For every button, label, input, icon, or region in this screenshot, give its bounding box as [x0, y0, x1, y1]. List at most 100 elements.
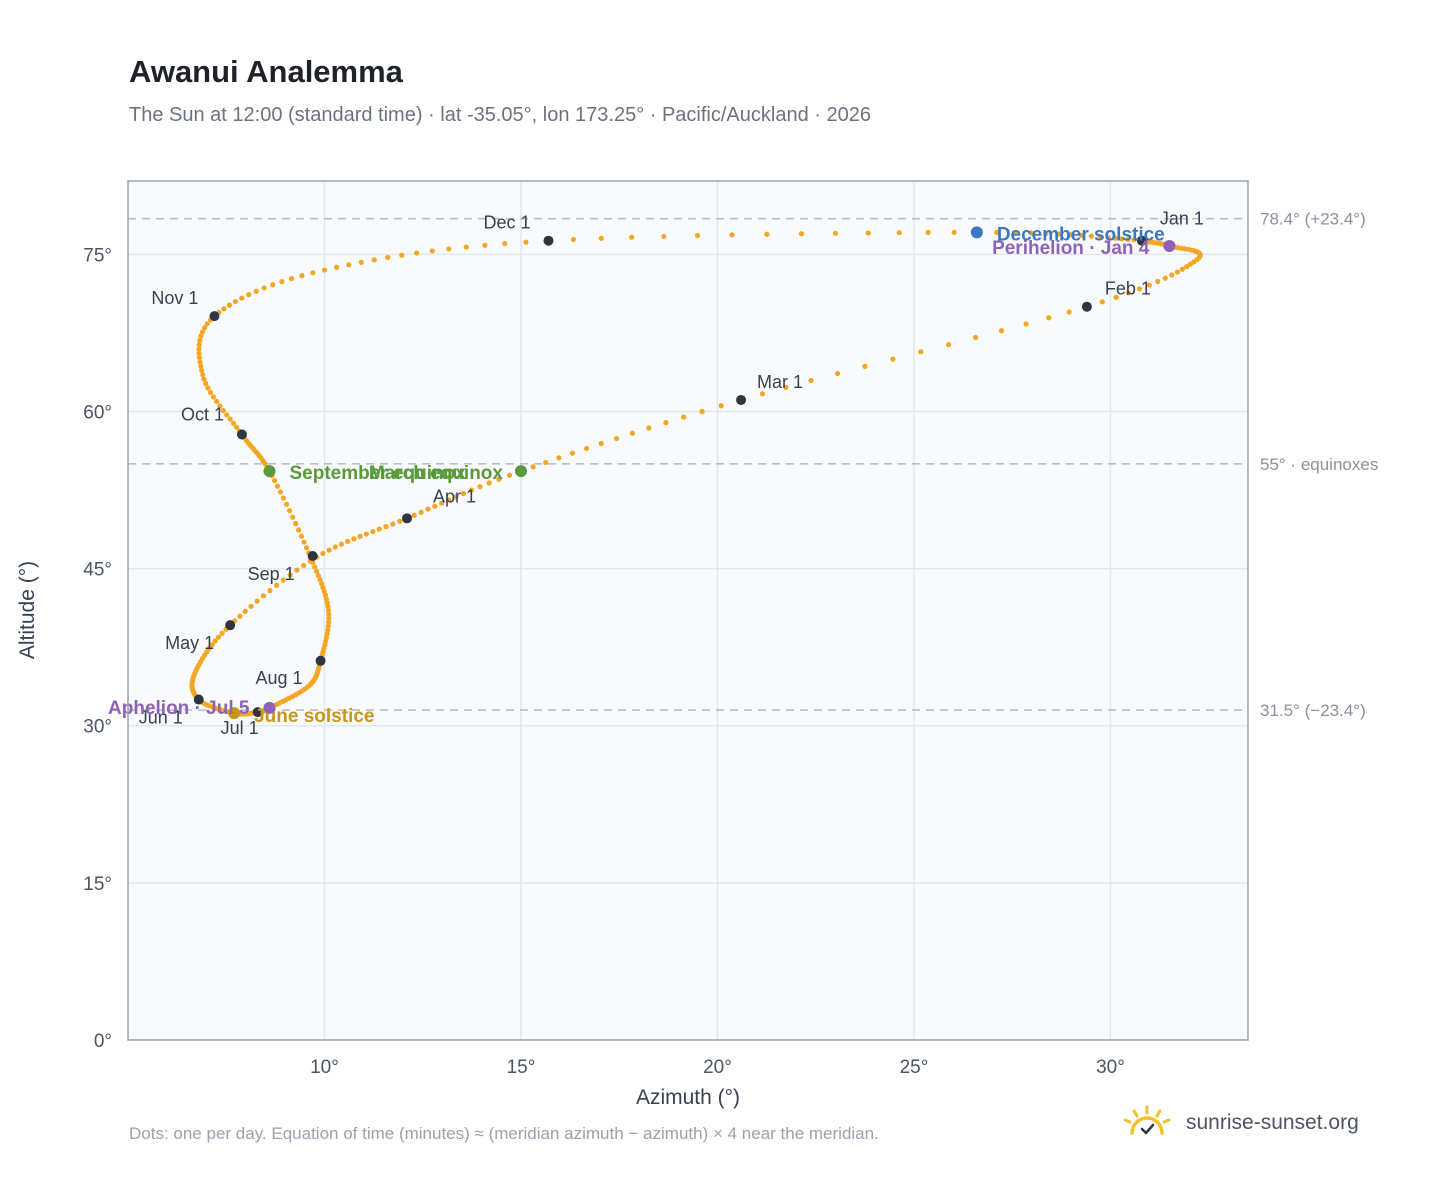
daily-sun-dot — [370, 528, 376, 535]
daily-sun-dot — [207, 389, 214, 396]
daily-sun-dot — [613, 435, 620, 442]
plot-frame — [127, 180, 1249, 1041]
daily-sun-dot — [289, 275, 295, 282]
daily-sun-dot — [661, 233, 667, 239]
daily-sun-dot — [482, 242, 488, 248]
brand-name: sunrise-sunset.org — [1186, 1111, 1359, 1134]
daily-sun-dot — [201, 325, 208, 331]
month-label: Jul 1 — [221, 718, 259, 738]
reference-line-label: 31.5° (−23.4°) — [1260, 701, 1366, 720]
month-markers: Jan 1 Feb 1 Mar 1 Apr 1 May 1 Jun 1 Jul 1 Aug 1… — [139, 209, 1204, 738]
daily-sun-dot — [333, 264, 340, 270]
daily-sun-dot — [239, 295, 245, 301]
daily-sun-dot — [951, 229, 957, 235]
daily-sun-dot — [1028, 230, 1034, 236]
daily-sun-dot — [325, 607, 332, 614]
daily-sun-dot — [468, 487, 475, 493]
daily-sun-dot — [220, 407, 226, 414]
daily-sun-dot — [212, 638, 218, 644]
daily-sun-dot — [226, 302, 233, 308]
daily-sun-dot — [217, 403, 223, 409]
daily-sun-dot — [569, 450, 576, 456]
daily-sun-dot — [1119, 236, 1125, 242]
y-tick-label: 75° — [83, 245, 112, 266]
daily-sun-dot — [318, 581, 325, 587]
daily-sun-dot — [198, 333, 204, 339]
x-tick-label: 10° — [310, 1057, 339, 1078]
daily-sun-dot — [1056, 231, 1062, 237]
daily-sun-dot — [663, 419, 669, 426]
daily-sun-dot — [1146, 282, 1152, 288]
daily-sun-dot — [296, 527, 302, 533]
daily-sun-dot — [418, 509, 424, 515]
daily-sun-dot — [371, 257, 377, 263]
daily-sun-dot — [1088, 233, 1094, 239]
daily-sun-dot — [945, 341, 952, 348]
daily-sun-dot — [832, 230, 839, 236]
daily-sun-dot — [629, 234, 635, 240]
daily-sun-dot — [196, 350, 202, 356]
month-label: Mar 1 — [757, 372, 803, 392]
daily-sun-dot — [201, 376, 207, 382]
daily-sun-dot — [326, 611, 332, 617]
month-marker — [209, 311, 220, 322]
daily-sun-dot — [277, 489, 284, 495]
y-tick-label: 15° — [83, 874, 112, 895]
daily-sun-dot — [198, 363, 204, 369]
daily-sun-dot — [315, 572, 321, 579]
daily-sun-dot — [1046, 315, 1052, 321]
daily-sun-dot — [199, 329, 206, 335]
daily-sun-dot — [1131, 237, 1137, 243]
brand-logo[interactable]: sunrise-sunset.org — [1120, 1103, 1359, 1143]
apsis-marker — [1163, 239, 1176, 252]
equinox-marker — [514, 465, 527, 478]
daily-sun-dot — [260, 593, 267, 599]
apsis-marker — [263, 701, 276, 714]
daily-sun-dot — [232, 298, 239, 305]
daily-sun-dot — [383, 524, 389, 530]
daily-sun-dot — [646, 425, 652, 431]
daily-sun-dot — [196, 346, 202, 352]
daily-sun-dot — [376, 526, 382, 532]
daily-sun-dot — [332, 544, 338, 550]
daily-sun-dot — [283, 501, 290, 507]
daily-sun-dot — [506, 472, 513, 478]
daily-sun-dot — [439, 500, 445, 506]
daily-sun-dot — [210, 394, 217, 400]
daily-sun-dot — [598, 235, 604, 241]
daily-sun-dot — [570, 236, 577, 243]
daily-sun-dot — [1174, 269, 1181, 275]
daily-sun-dot — [411, 512, 417, 518]
daily-sun-dot — [242, 608, 248, 614]
daily-sun-dot — [390, 521, 396, 527]
daily-sun-dot — [543, 459, 549, 466]
y-axis-label: Altitude (°) — [16, 561, 39, 659]
daily-sun-dot — [253, 288, 259, 294]
daily-sun-dot — [363, 531, 370, 537]
daily-sun-dot — [338, 541, 345, 547]
daily-sun-dot — [496, 476, 502, 482]
daily-sun-dot — [209, 642, 215, 648]
month-marker — [252, 707, 263, 718]
daily-sun-dot — [556, 455, 562, 461]
daily-sun-dot — [798, 231, 805, 237]
daily-sun-dot — [314, 568, 320, 574]
chart-subtitle: The Sun at 12:00 (standard time) · lat -… — [129, 104, 871, 126]
daily-sun-dot — [215, 634, 222, 640]
daily-sun-dot — [205, 385, 211, 391]
daily-sun-dot — [1099, 299, 1105, 305]
daily-sun-dot — [230, 420, 237, 426]
daily-sun-dot — [1136, 286, 1143, 292]
daily-sun-dot — [477, 484, 483, 490]
daily-sun-dot — [287, 572, 293, 578]
daily-sun-dot — [502, 241, 508, 247]
daily-sun-dot — [301, 539, 307, 545]
daily-sun-dot — [196, 354, 203, 361]
daily-sun-dot — [357, 533, 363, 539]
daily-sun-dot — [865, 230, 871, 236]
daily-sun-dot — [299, 273, 305, 279]
event-label: March equinox — [369, 463, 504, 484]
daily-sun-dot — [1012, 230, 1018, 236]
daily-sun-dot — [227, 416, 233, 422]
daily-sun-dot — [280, 577, 286, 583]
